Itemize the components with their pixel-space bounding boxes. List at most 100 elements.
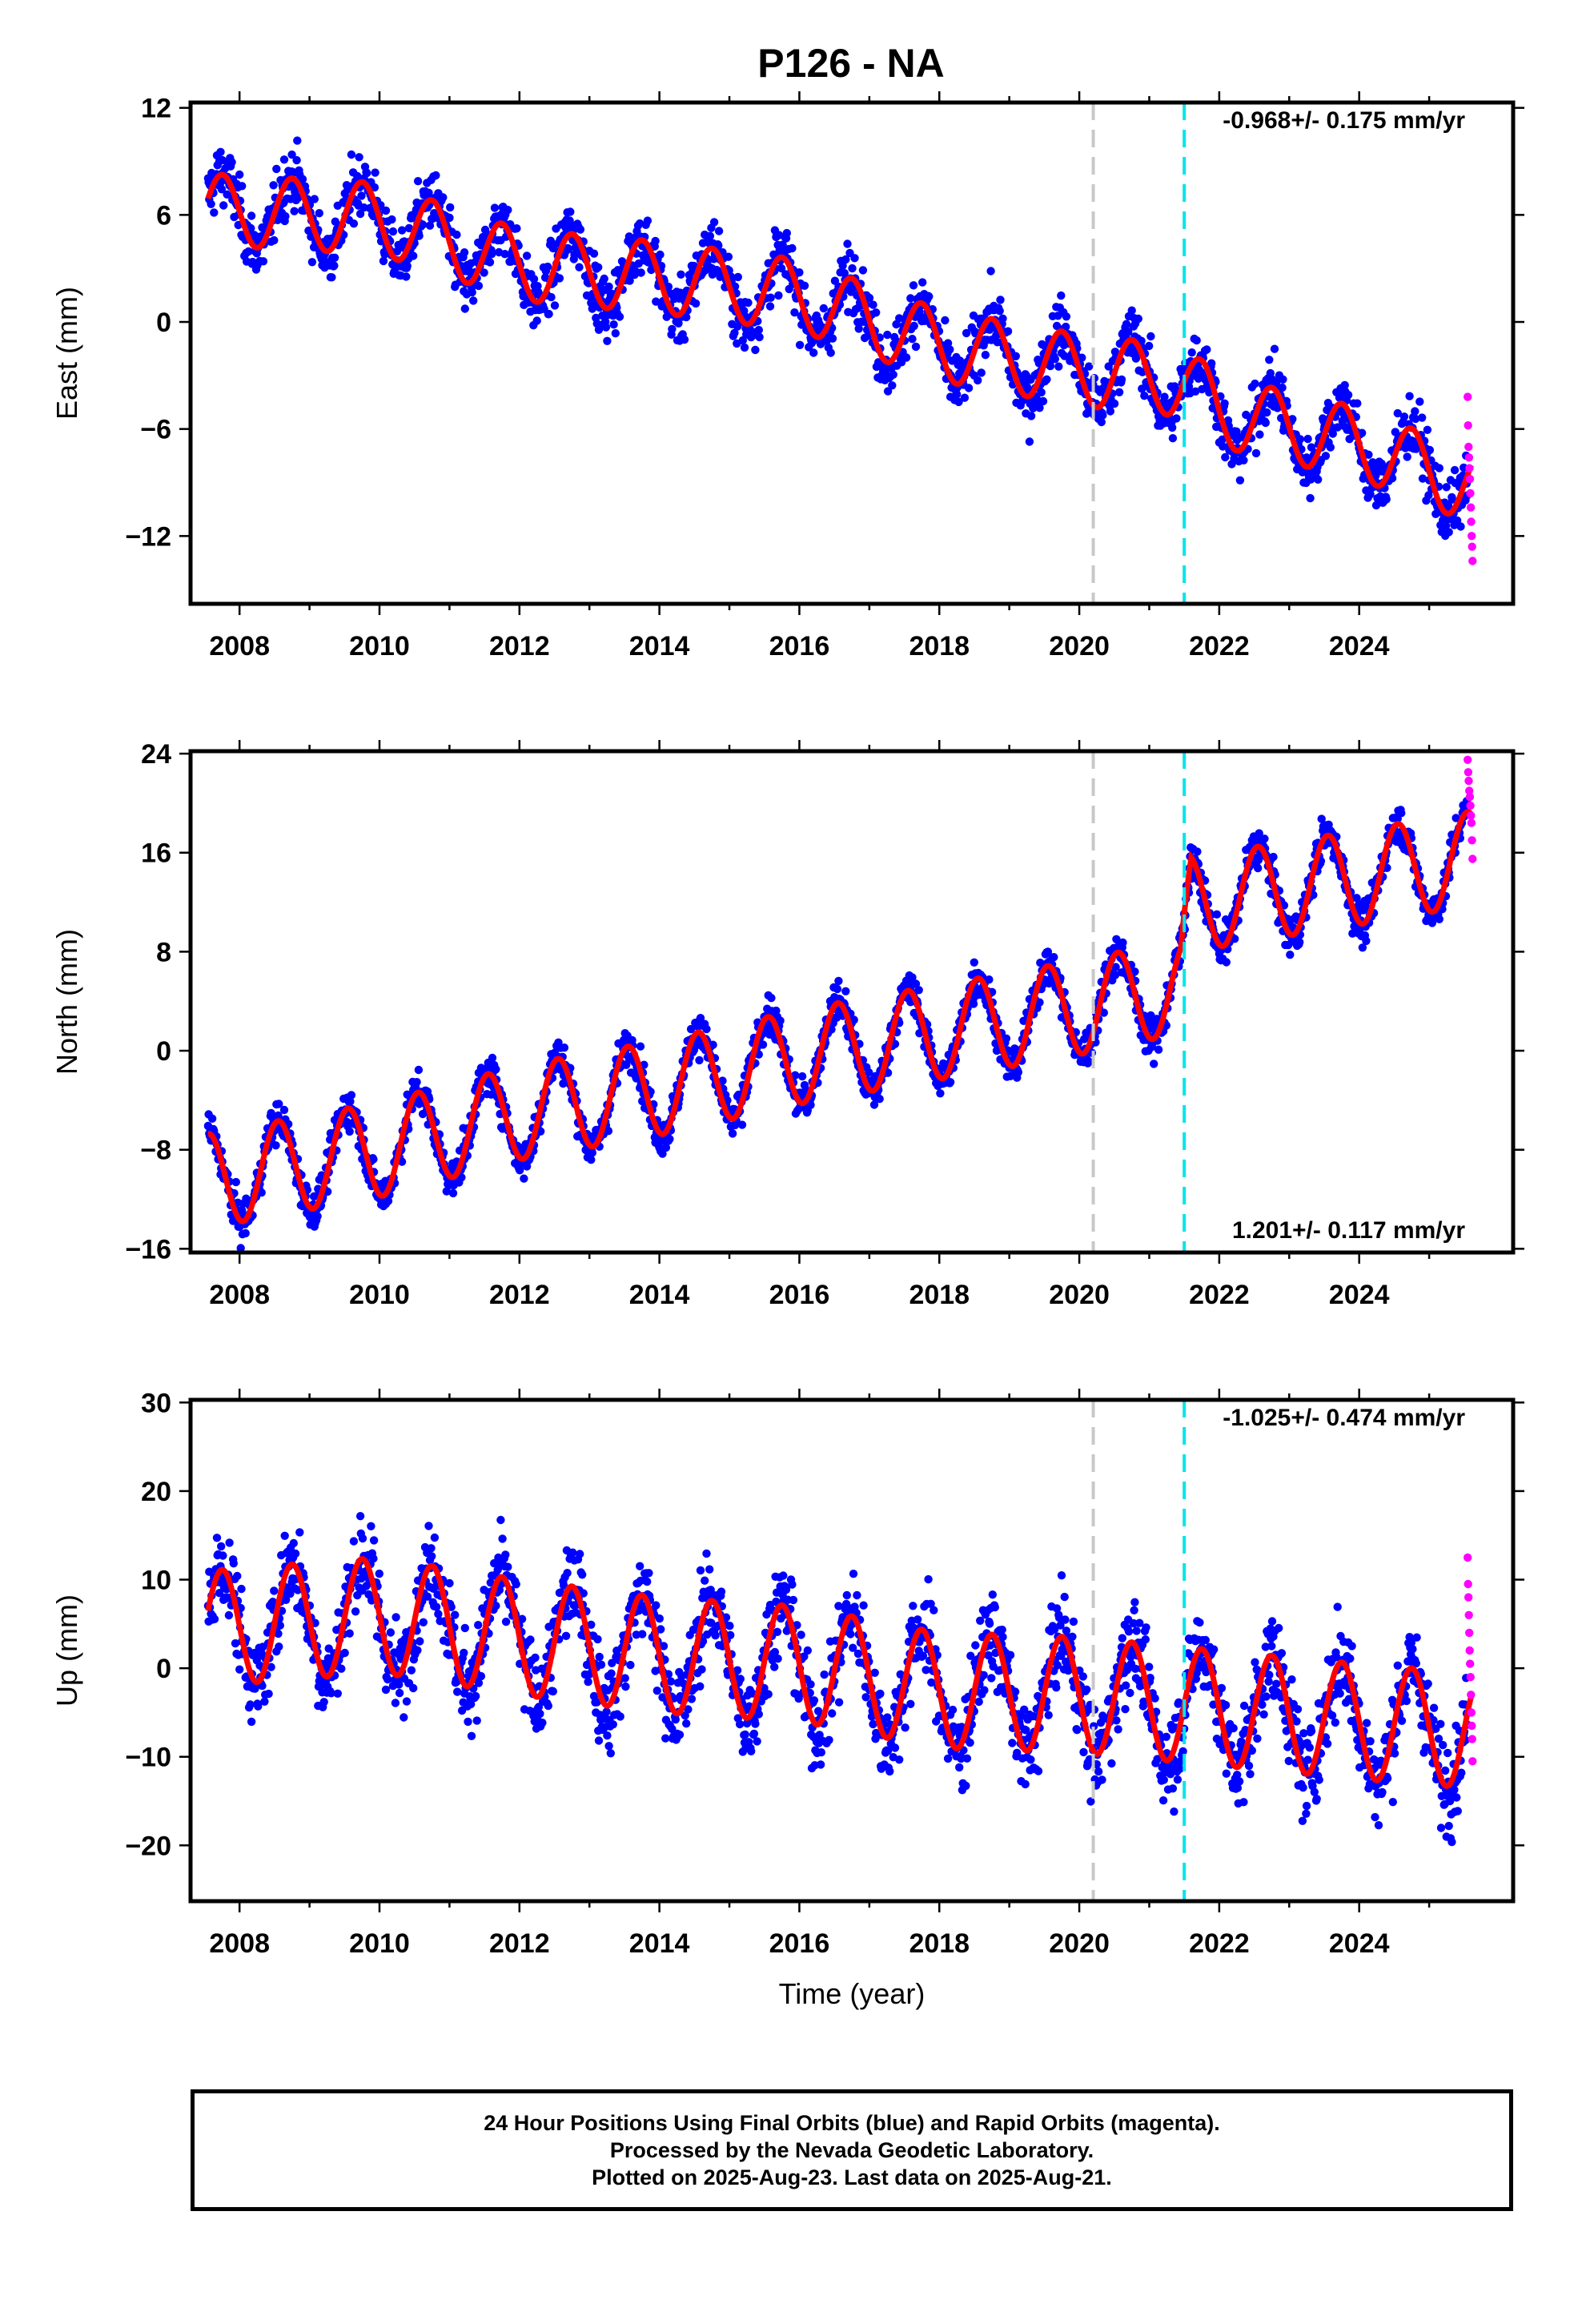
point-final	[295, 1528, 304, 1537]
point-final	[995, 307, 1004, 316]
point-final	[340, 1648, 349, 1658]
point-rapid	[1468, 854, 1477, 863]
point-final	[1444, 528, 1453, 537]
point-final	[1353, 399, 1362, 408]
point-final	[850, 254, 859, 263]
point-rapid	[1464, 453, 1474, 462]
point-final	[656, 250, 665, 259]
point-final	[358, 1534, 367, 1543]
point-final	[1046, 361, 1055, 371]
point-rapid	[1466, 503, 1476, 512]
point-final	[740, 307, 749, 316]
point-final	[603, 336, 612, 345]
point-final	[1441, 521, 1451, 530]
point-final	[858, 266, 868, 275]
x-tick-label: 2016	[769, 1280, 830, 1310]
point-final	[1435, 915, 1444, 924]
x-tick-label: 2010	[349, 631, 410, 661]
point-final	[1255, 430, 1264, 439]
point-final	[691, 299, 701, 308]
point-final	[674, 319, 683, 328]
point-final	[1261, 418, 1271, 428]
point-final	[383, 1675, 392, 1684]
point-final	[925, 292, 934, 301]
point-final	[946, 1078, 955, 1087]
point-final	[1193, 847, 1202, 856]
point-final	[522, 251, 532, 260]
point-final	[848, 263, 857, 273]
point-final	[908, 335, 917, 344]
point-final	[432, 171, 440, 180]
y-tick-label: 0	[156, 1036, 171, 1067]
point-final	[986, 267, 995, 275]
point-final	[434, 1610, 443, 1618]
point-final	[391, 1699, 400, 1707]
point-final	[1403, 452, 1411, 461]
point-final	[1411, 407, 1419, 416]
point-final	[594, 325, 604, 334]
x-tick-label: 2014	[629, 631, 690, 661]
point-final	[504, 1562, 512, 1571]
point-final	[1050, 953, 1058, 962]
point-final	[468, 287, 476, 297]
point-final	[480, 268, 488, 277]
x-tick-label: 2020	[1049, 1280, 1110, 1310]
point-final	[387, 215, 396, 224]
x-tick-label: 2012	[489, 1280, 550, 1310]
point-final	[363, 168, 371, 178]
point-final	[795, 340, 805, 349]
point-final	[733, 272, 742, 282]
point-final	[714, 227, 724, 235]
point-final	[682, 312, 691, 322]
point-final	[1411, 414, 1420, 424]
point-rapid	[1467, 818, 1476, 827]
point-final	[560, 1043, 569, 1052]
point-final	[668, 324, 677, 334]
point-final	[1418, 413, 1427, 422]
plot-area	[203, 755, 1477, 1252]
point-final	[1279, 375, 1287, 384]
point-final	[1014, 1068, 1023, 1077]
point-final	[797, 1072, 807, 1081]
point-final	[1191, 387, 1200, 396]
point-final	[548, 1687, 557, 1696]
point-final	[407, 1666, 416, 1675]
point-final	[625, 276, 634, 285]
point-final	[424, 1522, 433, 1530]
point-final	[1391, 428, 1400, 436]
point-final	[869, 300, 877, 309]
point-final	[875, 1095, 884, 1104]
point-final	[1382, 495, 1391, 504]
point-final	[1118, 938, 1127, 947]
point-final	[800, 281, 809, 290]
point-final	[914, 986, 923, 995]
point-final	[977, 368, 986, 377]
point-final	[496, 1515, 505, 1525]
y-tick-label: 6	[156, 200, 171, 231]
plot-area	[203, 1512, 1477, 1847]
point-final	[381, 1685, 391, 1695]
y-tick-label: 24	[141, 739, 171, 770]
point-final	[996, 296, 1005, 304]
y-tick-label: 12	[141, 94, 171, 124]
point-final	[1062, 312, 1071, 321]
point-final	[1168, 423, 1177, 432]
point-final	[1122, 320, 1131, 328]
point-final	[457, 1173, 466, 1182]
point-final	[600, 274, 608, 283]
point-final	[981, 351, 990, 360]
point-final	[998, 314, 1007, 323]
panels: 2008 2010 2012 2014 2016 2018 2020 2022 20241260…	[50, 91, 1524, 2010]
point-final	[219, 201, 228, 210]
series-final-orbits	[203, 797, 1472, 1252]
point-final	[395, 1688, 404, 1698]
point-final	[1295, 435, 1305, 444]
point-final	[1134, 314, 1143, 324]
point-final	[247, 1717, 256, 1727]
point-final	[330, 261, 339, 270]
point-final	[370, 183, 379, 192]
point-final	[740, 343, 749, 352]
point-final	[1405, 392, 1414, 400]
point-final	[1343, 391, 1353, 400]
chart-title: P126 - NA	[757, 41, 944, 86]
